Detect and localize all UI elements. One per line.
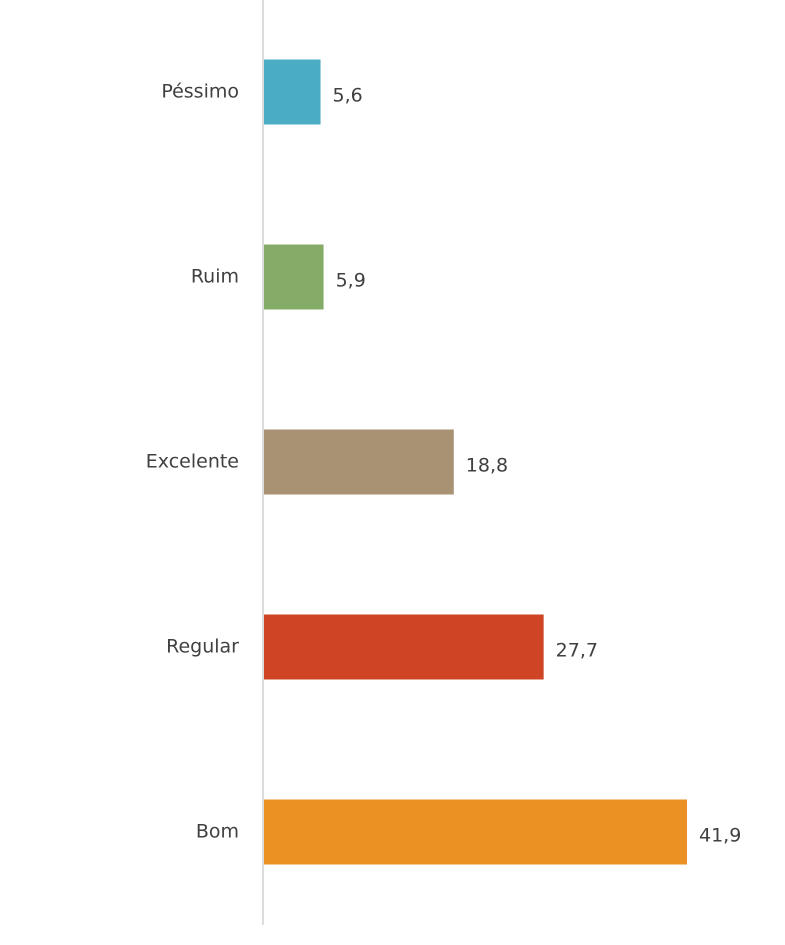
bar: [264, 429, 454, 495]
y-tick-label: Ruim: [191, 266, 239, 288]
y-tick-label: Péssimo: [161, 81, 239, 103]
y-tick-label: Regular: [166, 636, 239, 658]
data-label: 5,9: [336, 270, 366, 292]
data-label: 27,7: [556, 640, 598, 662]
bar: [264, 799, 687, 865]
data-label: 5,6: [333, 85, 363, 107]
data-label: 41,9: [699, 825, 741, 847]
bar: [264, 614, 544, 680]
bar: [264, 244, 324, 310]
y-tick-label: Excelente: [146, 451, 239, 473]
data-label: 18,8: [466, 455, 508, 477]
bar: [264, 59, 321, 125]
y-tick-label: Bom: [196, 821, 239, 843]
